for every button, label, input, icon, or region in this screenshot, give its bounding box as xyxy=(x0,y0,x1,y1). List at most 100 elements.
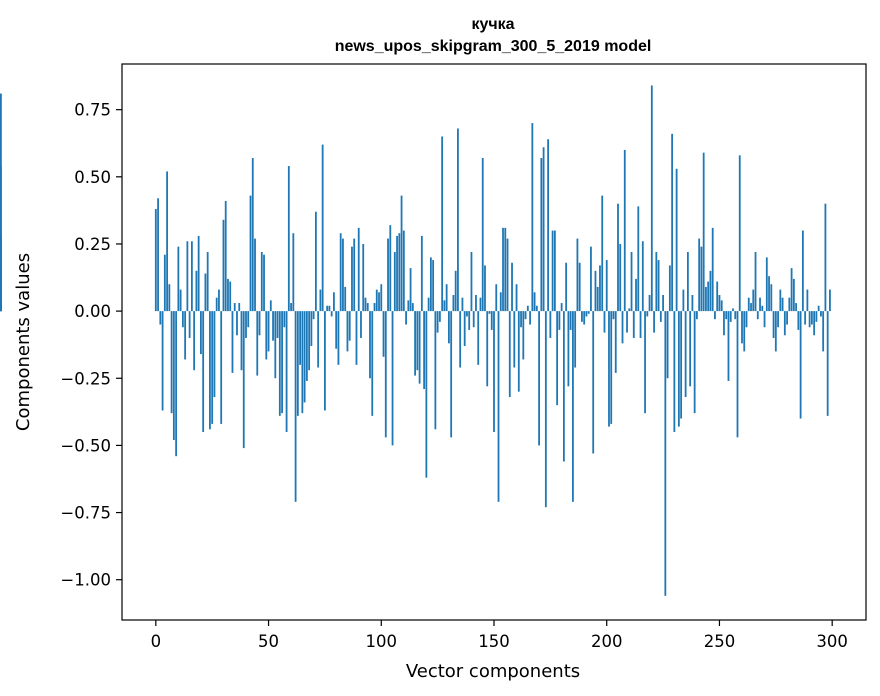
bar-97 xyxy=(373,303,376,312)
bar-299 xyxy=(829,289,831,312)
bar-241 xyxy=(698,238,701,312)
bar-271 xyxy=(765,257,768,312)
bar-273 xyxy=(770,284,773,312)
bar-84 xyxy=(344,286,347,312)
bar-123 xyxy=(432,260,435,312)
bar-262 xyxy=(745,311,748,328)
bar-168 xyxy=(533,292,536,312)
bar-64 xyxy=(299,311,302,365)
bar-267 xyxy=(756,311,759,320)
bar-291 xyxy=(810,311,813,325)
bar-278 xyxy=(781,297,784,312)
bar-73 xyxy=(319,289,322,312)
bar-88 xyxy=(353,238,356,312)
bar-247 xyxy=(711,227,714,312)
bar-162 xyxy=(520,311,522,328)
bar-288 xyxy=(804,311,807,325)
bar-71 xyxy=(314,211,317,312)
bar-253 xyxy=(725,311,728,320)
bar-108 xyxy=(398,233,401,312)
bar-248 xyxy=(714,311,716,320)
bar-116 xyxy=(416,311,419,371)
y-tick-label: −0.75 xyxy=(60,504,111,523)
bar-197 xyxy=(599,265,601,312)
bar-4 xyxy=(163,254,166,312)
bar-112 xyxy=(407,300,410,312)
bar-150 xyxy=(493,311,495,432)
bar-213 xyxy=(635,278,637,312)
bar-211 xyxy=(630,252,633,312)
bar-135 xyxy=(459,311,462,368)
bar-257 xyxy=(734,311,737,320)
bar-44 xyxy=(254,238,256,312)
bar-78 xyxy=(330,311,333,317)
bar-6 xyxy=(168,284,171,312)
bar-189 xyxy=(581,311,583,322)
bar-238 xyxy=(691,295,694,312)
bar-series xyxy=(0,85,831,596)
y-tick-label: 0.50 xyxy=(74,168,111,187)
bar-32 xyxy=(227,278,229,312)
bar-252 xyxy=(723,311,725,336)
bar-191 xyxy=(585,311,588,317)
bar-192 xyxy=(587,311,590,314)
bar-110 xyxy=(402,230,405,312)
bar-259 xyxy=(738,155,741,312)
bar-114 xyxy=(411,303,414,312)
bar-29 xyxy=(220,311,223,424)
bar-126 xyxy=(438,311,441,322)
bar-83 xyxy=(342,238,344,312)
bar-65 xyxy=(301,311,304,414)
bar-11 xyxy=(179,289,182,312)
y-tick-label: −0.25 xyxy=(60,369,111,388)
bar-294 xyxy=(817,305,820,312)
bar-92 xyxy=(362,243,365,312)
bar-202 xyxy=(610,311,613,424)
bar-229 xyxy=(671,133,674,312)
bar-237 xyxy=(689,311,692,387)
bar-87 xyxy=(351,246,353,312)
bar-120 xyxy=(425,311,428,478)
bar-175 xyxy=(549,311,552,338)
bar-255 xyxy=(729,311,732,322)
bar-169 xyxy=(535,305,538,312)
bar-3 xyxy=(161,311,164,411)
bar-55 xyxy=(278,311,281,416)
bar-63 xyxy=(296,311,299,416)
bar-292 xyxy=(813,311,816,336)
bar-107 xyxy=(396,235,398,312)
bar-276 xyxy=(777,311,779,328)
bar-72 xyxy=(317,311,320,368)
chart-title-line-1: кучка xyxy=(471,16,514,33)
bar-153 xyxy=(499,292,502,312)
bar-54 xyxy=(276,311,279,338)
bar-60 xyxy=(290,303,292,312)
bar-165 xyxy=(526,305,529,312)
bar-117 xyxy=(418,311,421,384)
bar-59 xyxy=(287,166,290,312)
bar-270 xyxy=(763,311,766,328)
bar-2 xyxy=(159,311,162,325)
bar-281 xyxy=(788,297,791,312)
bar-290 xyxy=(808,311,811,328)
bar-76 xyxy=(326,305,329,312)
bar-48 xyxy=(263,254,265,312)
bar-93 xyxy=(364,297,367,312)
bar-179 xyxy=(558,311,561,330)
bar-221 xyxy=(653,311,655,333)
bar-91 xyxy=(360,311,362,338)
bar-218 xyxy=(646,311,649,317)
bar-43 xyxy=(251,158,254,312)
bar-26 xyxy=(213,311,216,398)
bar-194 xyxy=(592,311,595,454)
bar-173 xyxy=(544,311,547,508)
bar-85 xyxy=(346,311,349,352)
y-tick-label: −0.50 xyxy=(60,436,111,455)
x-tick-label: 150 xyxy=(478,632,510,651)
bar-81 xyxy=(337,311,340,365)
bar-254 xyxy=(727,311,730,381)
bar-101 xyxy=(382,311,385,357)
bar-216 xyxy=(641,241,644,312)
bar-164 xyxy=(524,311,527,320)
bar-203 xyxy=(612,311,615,320)
